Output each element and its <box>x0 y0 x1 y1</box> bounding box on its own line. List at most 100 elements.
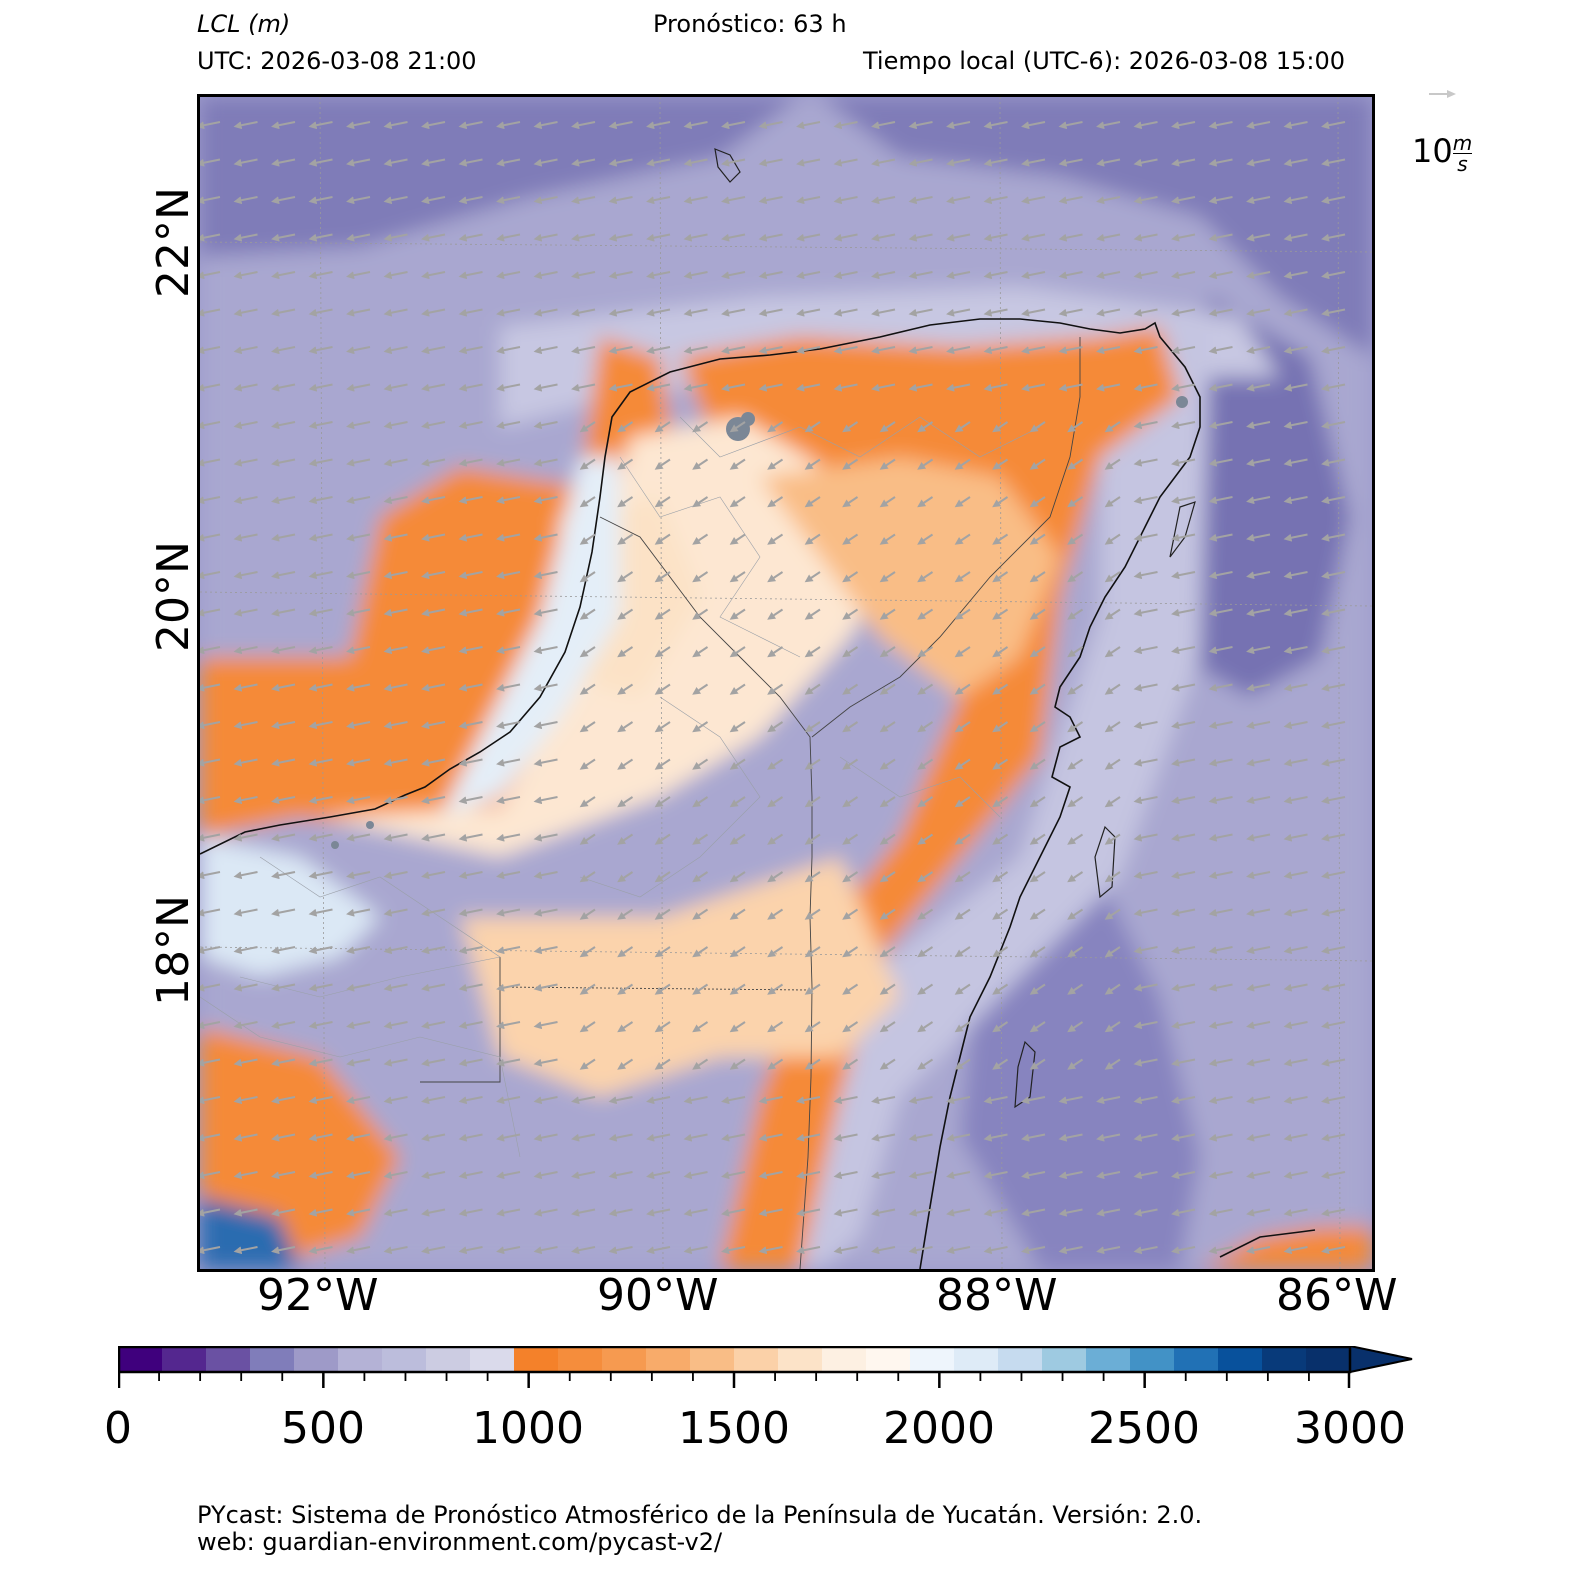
wind-arrow <box>1283 683 1308 692</box>
wind-arrow <box>1208 796 1233 805</box>
wind-arrow <box>879 908 896 920</box>
wind-arrow <box>983 383 1008 392</box>
wind-arrow <box>346 1208 371 1217</box>
wind-arrow <box>200 1246 221 1255</box>
wind-arrow <box>533 121 558 130</box>
wind-arrow <box>1208 1133 1233 1142</box>
wind-arrow <box>729 1058 746 1070</box>
wind-arrow <box>1067 421 1084 433</box>
wind-arrow <box>421 458 446 467</box>
lcl-field <box>200 97 1372 1269</box>
wind-arrow <box>1171 383 1196 392</box>
wind-arrow <box>796 1096 821 1105</box>
wind-arrow <box>729 683 746 695</box>
wind-arrow <box>1096 308 1121 317</box>
colorbar-segment <box>954 1346 999 1372</box>
wind-arrow <box>271 758 296 767</box>
wind-arrow <box>992 421 1009 433</box>
wind-arrow <box>758 1246 783 1255</box>
wind-arrow <box>421 646 446 655</box>
wind-arrow <box>271 121 296 130</box>
wind-arrow <box>1096 1133 1121 1142</box>
wind-arrow <box>1321 533 1346 542</box>
wind-arrow <box>421 1058 446 1067</box>
wind-arrow <box>833 346 858 355</box>
wind-arrow <box>458 271 483 280</box>
colorbar-segment <box>470 1346 515 1372</box>
wind-arrow <box>1067 871 1084 883</box>
wind-arrow <box>1283 533 1308 542</box>
wind-arrow <box>346 983 371 992</box>
wind-arrow <box>654 1058 671 1070</box>
wind-arrow <box>879 608 896 620</box>
wind-arrow <box>1246 1246 1271 1255</box>
wind-arrow <box>908 383 933 392</box>
wind-arrow <box>729 833 746 845</box>
wind-arrow <box>1283 571 1308 580</box>
wind-arrow <box>983 158 1008 167</box>
wind-arrow <box>692 983 709 995</box>
wind-arrow <box>1067 458 1084 470</box>
wind-arrow <box>1208 646 1233 655</box>
wind-arrow <box>917 571 934 583</box>
wind-arrow <box>496 833 521 842</box>
wind-arrow <box>1208 946 1233 955</box>
wind-arrow <box>271 1208 296 1217</box>
colorbar-tick-0: 0 <box>104 1403 132 1454</box>
wind-arrow <box>346 758 371 767</box>
wind-arrow <box>683 233 708 242</box>
wind-arrow <box>383 308 408 317</box>
wind-arrow <box>271 796 296 805</box>
wind-arrow <box>579 683 596 695</box>
wind-arrow <box>496 158 521 167</box>
wind-arrow <box>308 983 333 992</box>
wind-arrow <box>1067 721 1084 733</box>
wind-arrow <box>1208 1246 1233 1255</box>
wind-arrow <box>871 346 896 355</box>
wind-arrow <box>729 458 746 470</box>
wind-arrow <box>879 571 896 583</box>
wind-arrow <box>496 871 521 880</box>
wind-arrow <box>308 271 333 280</box>
wind-arrow <box>683 1171 708 1180</box>
wind-arrow <box>992 458 1009 470</box>
wind-arrow <box>271 571 296 580</box>
wind-arrow <box>1029 646 1046 658</box>
wind-arrow <box>271 496 296 505</box>
wind-arrow <box>1208 308 1233 317</box>
wind-arrow <box>879 421 896 433</box>
wind-arrow <box>804 721 821 733</box>
wind-arrow <box>1133 871 1158 880</box>
wind-arrow <box>804 946 821 958</box>
wind-arrow <box>1067 533 1084 545</box>
wind-arrow <box>1104 683 1121 695</box>
wind-arrow <box>1104 833 1121 845</box>
wind-arrow <box>421 1208 446 1217</box>
wind-arrow <box>692 721 709 733</box>
wind-arrow <box>533 983 558 992</box>
wind-arrow <box>579 871 596 883</box>
wind-arrow <box>796 196 821 205</box>
wind-arrow <box>1133 646 1158 655</box>
wind-arrow <box>383 233 408 242</box>
wind-arrow <box>1096 383 1121 392</box>
wind-arrow <box>1021 196 1046 205</box>
wind-arrow <box>842 683 859 695</box>
wind-arrow <box>1021 158 1046 167</box>
wind-arrow <box>200 196 221 205</box>
wind-arrow <box>767 721 784 733</box>
wind-arrow <box>917 496 934 508</box>
wind-arrow <box>1096 1246 1121 1255</box>
wind-arrow <box>458 383 483 392</box>
wind-arrow <box>1171 1058 1196 1067</box>
wind-arrow <box>1021 121 1046 130</box>
wind-arrow <box>954 1058 971 1070</box>
wind-arrow <box>1133 271 1158 280</box>
wind-arrow <box>1171 908 1196 917</box>
wind-arrow <box>383 1133 408 1142</box>
wind-arrow <box>579 646 596 658</box>
wind-arrow <box>692 1021 709 1033</box>
wind-arrow <box>804 796 821 808</box>
wind-arrow <box>1133 758 1158 767</box>
wind-arrow <box>879 833 896 845</box>
